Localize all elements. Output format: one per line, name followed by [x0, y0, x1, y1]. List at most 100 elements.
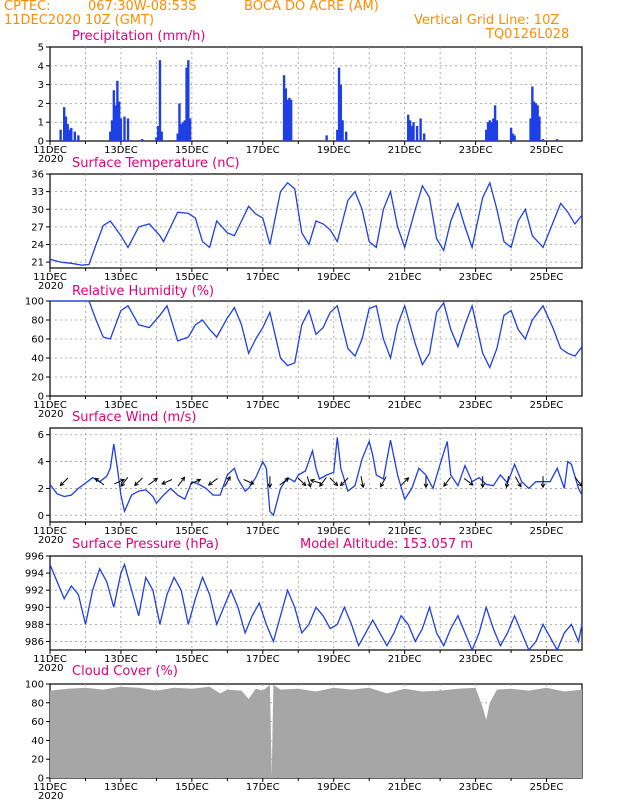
cloud-title: Cloud Cover (%) — [72, 664, 178, 679]
wind-arrow — [340, 477, 349, 486]
wind-arrow-head — [360, 483, 365, 489]
precip-bar — [112, 90, 116, 141]
cloud-xtick-label: 23DEC — [459, 782, 493, 793]
wind-arrow — [319, 477, 327, 487]
precip-bar — [485, 129, 488, 141]
wind-frame — [49, 427, 583, 523]
wind-xtick-label: 21DEC — [388, 526, 422, 537]
pressure-year-label: 2020 — [38, 663, 63, 674]
precip-bar — [486, 122, 490, 141]
precip-ytick-label: 5 — [38, 43, 44, 54]
temp-ytick-label: 30 — [31, 205, 44, 216]
temp-xtick-label: 13DEC — [104, 272, 138, 283]
precip-bar — [325, 135, 328, 141]
temp-frame — [49, 173, 583, 269]
precip-bar — [119, 118, 123, 141]
pressure-xtick-label: 11DEC — [33, 654, 67, 665]
temp-xtick-label: 23DEC — [459, 272, 493, 283]
wind-arrow — [208, 478, 218, 486]
precip-bar — [282, 75, 286, 141]
wind-arrow-head — [307, 482, 312, 488]
temp-xtick-label: 15DEC — [175, 272, 209, 283]
wind-arrow — [224, 476, 231, 487]
precip-bar — [336, 129, 339, 141]
wind-arrow — [329, 477, 338, 486]
pressure-xtick-label: 15DEC — [175, 654, 209, 665]
precip-bar — [541, 139, 545, 141]
temp-ytick-label: 27 — [31, 222, 44, 233]
rh-ytick-label: 80 — [31, 316, 44, 327]
temp-ytick-label: 36 — [31, 170, 44, 181]
temp-ytick-label: 21 — [31, 258, 44, 269]
precip-bar — [538, 116, 541, 141]
cloud-year-label: 2020 — [38, 791, 63, 800]
wind-arrow-head — [180, 476, 186, 482]
temp-xtick-label: 19DEC — [317, 272, 351, 283]
wind-arrow-head — [59, 481, 65, 487]
header-location: BOCA DO ACRE (AM) — [244, 0, 379, 14]
pressure-ytick-label: 986 — [25, 637, 44, 648]
wind-ytick-label: 4 — [38, 457, 44, 468]
precip-bar — [408, 120, 412, 141]
wind-arrow-head — [333, 481, 339, 487]
precip-xtick-label: 19DEC — [317, 145, 351, 156]
precip-bar — [555, 139, 559, 141]
wind-arrow — [94, 478, 105, 486]
precip-bar — [70, 127, 73, 141]
precip-bar — [344, 131, 348, 141]
cloud-ytick-label: 20 — [31, 755, 44, 766]
precip-ytick-label: 1 — [38, 118, 44, 129]
precip-bar — [126, 118, 130, 141]
wind-arrow-head — [517, 482, 522, 488]
wind-xtick-label: 11DEC — [33, 526, 67, 537]
wind-arrow-head — [380, 482, 385, 488]
cloud-xtick-label: 17DEC — [246, 782, 280, 793]
wind-arrow — [514, 476, 522, 487]
wind-arrow-head — [153, 477, 159, 483]
wind-arrow-head — [120, 478, 126, 483]
cloud-ytick-label: 100 — [25, 680, 44, 691]
wind-arrow — [360, 476, 364, 488]
precip-xtick-label: 21DEC — [388, 145, 422, 156]
precip-bar — [117, 101, 121, 141]
precip-bar — [188, 118, 192, 141]
wind-arrow-head — [319, 482, 324, 487]
precip-bar — [492, 118, 495, 141]
precip-xtick-label: 17DEC — [246, 145, 280, 156]
cloud-ytick-label: 60 — [31, 717, 44, 728]
precip-bar — [181, 122, 185, 141]
wind-arrow-head — [226, 475, 231, 481]
precip-bar — [155, 137, 158, 141]
precip-ytick-label: 0 — [38, 137, 44, 148]
wind-arrow-head — [540, 483, 546, 489]
precip-bar — [410, 125, 413, 141]
header-coords: 067:30W-08:53S — [88, 0, 197, 14]
precip-bar — [284, 88, 288, 141]
rh-ytick-label: 0 — [38, 392, 44, 403]
temp-ytick-label: 24 — [31, 240, 44, 251]
pressure-ytick-label: 992 — [25, 586, 44, 597]
wind-arrow — [310, 479, 322, 484]
precip-bar — [64, 116, 68, 141]
pressure-xtick-label: 19DEC — [317, 654, 351, 665]
rh-xtick-label: 25DEC — [530, 400, 564, 411]
precip-bar — [288, 97, 291, 141]
cloud-area — [50, 684, 582, 778]
rh-ytick-label: 40 — [31, 354, 44, 365]
wind-xtick-label: 17DEC — [246, 526, 280, 537]
pressure-series-line — [49, 562, 583, 652]
wind-arrow-head — [480, 483, 486, 489]
cloud-ytick-label: 0 — [38, 774, 44, 785]
cloud-ytick-label: 40 — [31, 736, 44, 747]
precip-bar — [123, 116, 126, 141]
wind-arrow-head — [196, 478, 202, 483]
precip-bar — [110, 120, 114, 141]
cloud-xtick-label: 19DEC — [317, 782, 351, 793]
wind-arrow — [463, 478, 474, 486]
wind-xtick-label: 19DEC — [317, 526, 351, 537]
rh-year-label: 2020 — [38, 409, 63, 420]
rh-xtick-label: 15DEC — [175, 400, 209, 411]
cloud-xtick-label: 13DEC — [104, 782, 138, 793]
temp-xtick-label: 21DEC — [388, 272, 422, 283]
wind-arrow — [380, 476, 387, 487]
